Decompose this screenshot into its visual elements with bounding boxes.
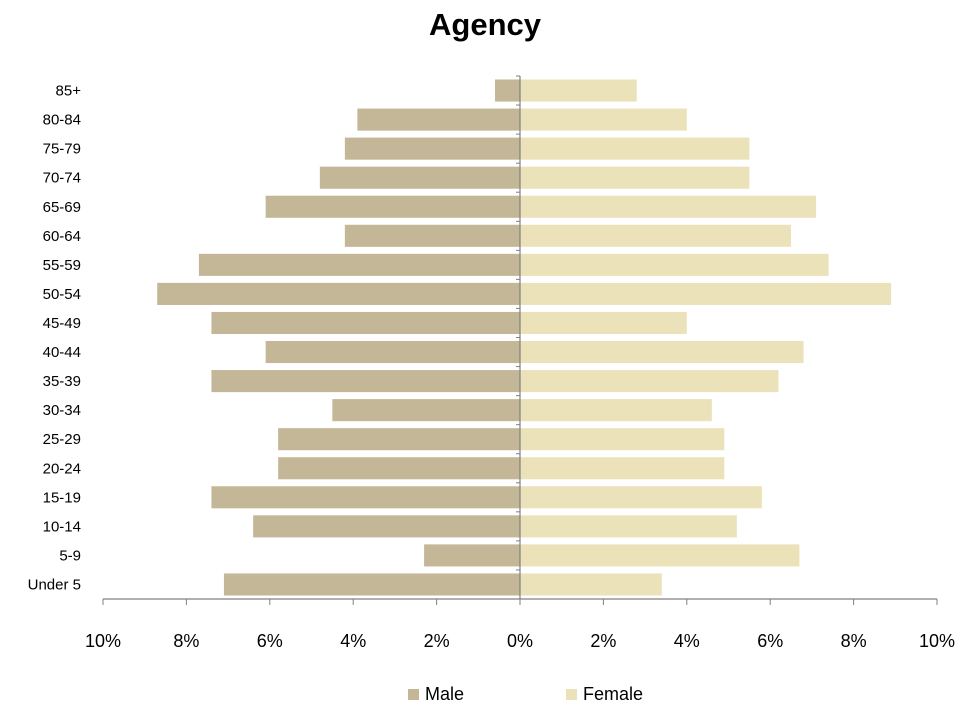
y-tick-label: 70-74: [43, 170, 81, 187]
legend-label-female: Female: [583, 684, 643, 704]
y-tick-label: 50-54: [43, 286, 81, 303]
bars-layer: [157, 79, 892, 596]
bar-male-30-34: [332, 399, 520, 422]
y-tick-label: 65-69: [43, 199, 81, 216]
bar-male-35-39: [211, 370, 521, 393]
bar-female-5-9: [520, 544, 800, 567]
y-tick-label: 35-39: [43, 373, 81, 390]
x-tick-label: 6%: [757, 631, 783, 651]
bar-female-80-84: [520, 108, 687, 131]
y-tick-label: 80-84: [43, 112, 81, 129]
bar-female-70-74: [520, 166, 750, 189]
x-tick-label: 10%: [919, 631, 955, 651]
bar-female-55-59: [520, 253, 829, 276]
bar-female-45-49: [520, 311, 687, 335]
bar-male-50-54: [157, 282, 520, 305]
legend: Male Female: [408, 684, 643, 704]
bar-female-20-24: [520, 457, 725, 480]
bar-female-10-14: [520, 515, 737, 538]
bar-male-15-19: [211, 486, 521, 509]
bar-male-40-44: [265, 340, 520, 364]
bar-male-under-5: [223, 573, 520, 596]
legend-swatch-female: [566, 689, 577, 700]
y-tick-label: 85+: [56, 83, 82, 100]
y-tick-label: 55-59: [43, 257, 81, 274]
legend-swatch-male: [408, 689, 419, 700]
x-tick-label: 8%: [173, 631, 199, 651]
y-tick-label: 40-44: [43, 344, 81, 361]
bar-male-65-69: [265, 195, 520, 218]
y-tick-label: 20-24: [43, 460, 81, 477]
y-tick-label: 45-49: [43, 315, 81, 332]
bar-male-20-24: [278, 457, 520, 480]
x-tick-label: 10%: [85, 631, 121, 651]
bar-female-15-19: [520, 486, 762, 509]
axis-layer: [102, 75, 938, 605]
x-tick-label: 0%: [507, 631, 533, 651]
bar-female-60-64: [520, 224, 792, 247]
x-tick-label: 8%: [841, 631, 867, 651]
bar-male-70-74: [319, 166, 520, 189]
bar-female-30-34: [520, 399, 712, 422]
bar-male-5-9: [424, 544, 520, 567]
y-tick-label: 15-19: [43, 489, 81, 506]
bar-female-35-39: [520, 370, 779, 393]
bar-male-45-49: [211, 311, 521, 335]
x-tick-label: 4%: [674, 631, 700, 651]
x-tick-label: 6%: [257, 631, 283, 651]
y-tick-label: 60-64: [43, 228, 81, 245]
bar-male-25-29: [278, 428, 520, 451]
bar-male-55-59: [198, 253, 520, 276]
bar-female-50-54: [520, 282, 892, 305]
bar-male-10-14: [253, 515, 520, 538]
bar-male-85plus: [494, 79, 520, 102]
y-tick-label: 10-14: [43, 518, 81, 535]
y-tick-label: 30-34: [43, 402, 81, 419]
bar-male-80-84: [357, 108, 520, 131]
labels-layer: Under 5 5-9 10-14 15-19 20-24 25-29 30-34 35-39…: [28, 83, 955, 651]
bar-female-65-69: [520, 195, 817, 218]
bar-female-85plus: [520, 79, 637, 102]
legend-label-male: Male: [425, 684, 464, 704]
y-tick-label: 75-79: [43, 141, 81, 158]
bar-male-60-64: [344, 224, 520, 247]
bar-female-75-79: [520, 137, 750, 160]
y-tick-label: 5-9: [59, 547, 81, 564]
bar-female-25-29: [520, 428, 725, 451]
bar-female-under-5: [520, 573, 662, 596]
chart-title: Agency: [429, 7, 542, 42]
x-tick-label: 2%: [590, 631, 616, 651]
bar-male-75-79: [344, 137, 520, 160]
bar-female-40-44: [520, 340, 804, 364]
y-tick-label: 25-29: [43, 431, 81, 448]
x-tick-label: 2%: [424, 631, 450, 651]
y-tick-label: Under 5: [28, 576, 81, 593]
x-tick-label: 4%: [340, 631, 366, 651]
